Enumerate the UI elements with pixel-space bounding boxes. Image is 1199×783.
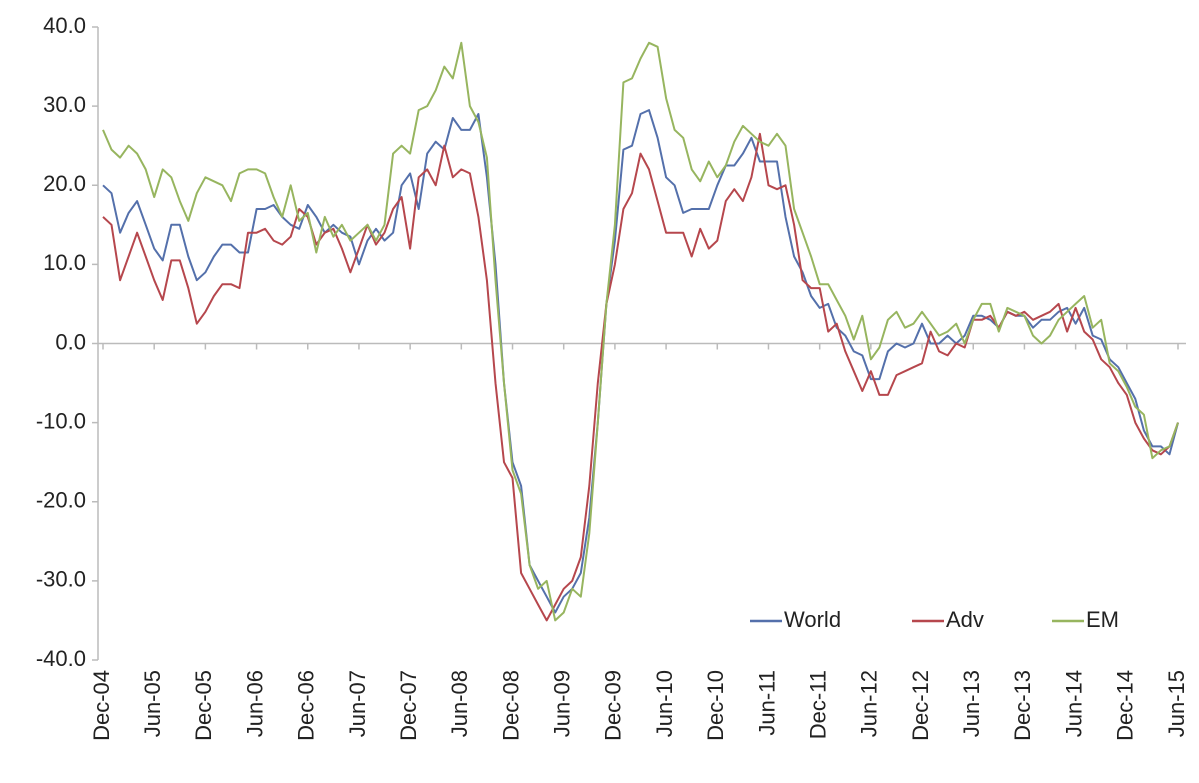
x-tick-label: Jun-10 [652,670,677,737]
y-tick-label: 20.0 [43,171,86,196]
x-tick-label: Dec-13 [1010,670,1035,741]
y-tick-label: -10.0 [36,408,86,433]
x-tick-label: Jun-14 [1061,670,1086,737]
x-tick-label: Dec-12 [908,670,933,741]
x-tick-label: Dec-04 [89,670,114,741]
x-tick-label: Jun-13 [959,670,984,737]
x-tick-label: Jun-11 [754,670,779,736]
y-tick-label: 10.0 [43,250,86,275]
series-line [102,41,1179,622]
x-tick-label: Jun-05 [140,670,165,737]
x-tick-label: Jun-12 [857,670,882,737]
y-tick-label: -30.0 [36,567,86,592]
series-line [102,132,1179,622]
y-tick-label: -40.0 [36,646,86,671]
y-tick-label: 0.0 [55,329,86,354]
y-tick-label: 30.0 [43,92,86,117]
x-tick-label: Dec-14 [1113,670,1138,741]
x-tick-label: Jun-08 [447,670,472,737]
x-tick-label: Dec-07 [396,670,421,741]
x-tick-label: Dec-10 [703,670,728,741]
x-tick-label: Dec-05 [191,670,216,741]
x-tick-label: Dec-09 [601,670,626,741]
x-tick-label: Dec-11 [805,670,830,739]
x-tick-label: Jun-09 [550,670,575,737]
x-tick-label: Jun-07 [345,670,370,737]
series-line [102,109,1179,614]
legend-label: Adv [946,607,984,632]
x-tick-label: Jun-06 [242,670,267,737]
x-tick-label: Dec-06 [294,670,319,741]
x-tick-label: Dec-08 [498,670,523,741]
y-tick-label: 40.0 [43,13,86,38]
legend-label: World [784,607,841,632]
y-tick-label: -20.0 [36,488,86,513]
legend-label: EM [1086,607,1119,632]
x-tick-label: Jun-15 [1164,670,1189,737]
